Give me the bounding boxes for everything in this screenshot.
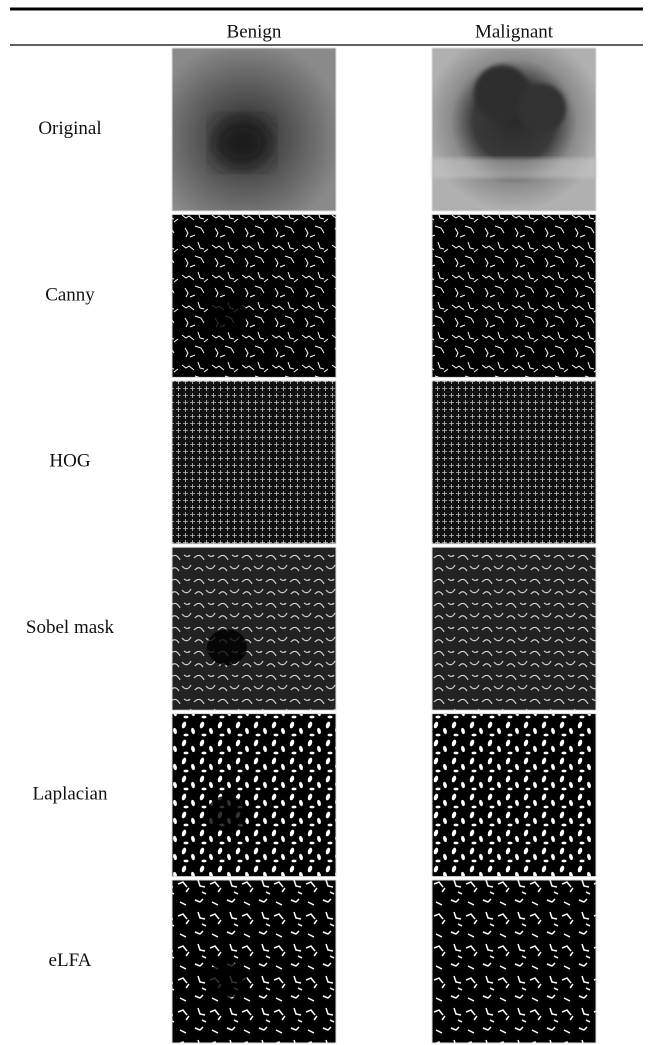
image-texture xyxy=(518,84,566,132)
image xyxy=(432,214,596,377)
image-texture xyxy=(212,117,272,169)
image xyxy=(432,880,596,1043)
column-header: Malignant xyxy=(475,21,554,42)
image-cell xyxy=(432,714,596,877)
image-cell xyxy=(432,880,596,1043)
image xyxy=(432,381,596,544)
image-texture xyxy=(207,296,247,332)
image-cell xyxy=(172,714,336,877)
image-cell xyxy=(172,381,336,544)
image-cell xyxy=(172,547,336,710)
image xyxy=(172,547,336,710)
row-label: HOG xyxy=(49,451,90,472)
image xyxy=(432,714,596,877)
row-label: Original xyxy=(38,118,101,139)
row-label: eLFA xyxy=(49,950,92,971)
image xyxy=(172,880,336,1043)
image xyxy=(172,214,336,377)
image-texture xyxy=(207,629,247,665)
image-cell xyxy=(432,547,596,710)
column-header: Benign xyxy=(227,21,282,42)
image-cell xyxy=(172,880,336,1043)
figure-table: Benign Malignant Original Canny HOG Sobel m… xyxy=(0,0,653,1045)
row-label: Sobel mask xyxy=(26,617,115,638)
image-cell xyxy=(432,214,596,377)
image-cell xyxy=(432,48,596,211)
row-label: Laplacian xyxy=(33,783,108,804)
image xyxy=(172,381,336,544)
image-texture xyxy=(432,158,596,178)
image-cell xyxy=(432,381,596,544)
image-texture xyxy=(207,796,247,832)
row-label: Canny xyxy=(45,284,95,305)
image xyxy=(172,714,336,877)
image-texture xyxy=(207,962,247,998)
image-cell xyxy=(172,214,336,377)
image-cell xyxy=(172,48,336,211)
image xyxy=(432,547,596,710)
